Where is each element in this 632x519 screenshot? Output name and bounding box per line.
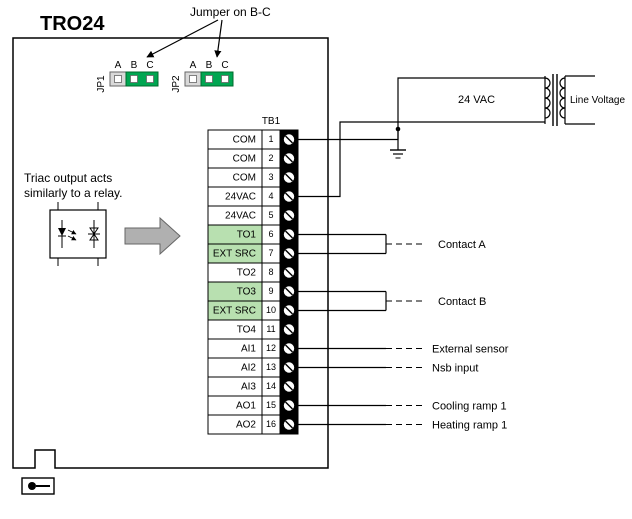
- tb-num: 5: [268, 210, 273, 220]
- tb-num: 12: [266, 343, 276, 353]
- tb-label: COM: [233, 154, 256, 165]
- board-title: TRO24: [40, 13, 105, 35]
- jp2-pin-inner: [222, 76, 229, 83]
- jp2-pin-inner: [190, 76, 197, 83]
- tb-label: EXT SRC: [213, 249, 256, 260]
- tb-num: 3: [268, 172, 273, 182]
- tb-num: 7: [268, 248, 273, 258]
- jp1-pin-label: C: [146, 60, 153, 71]
- tb-header: TB1: [262, 116, 281, 127]
- label-line-voltage: Line Voltage: [570, 95, 625, 106]
- arrow-big: [125, 218, 180, 254]
- triac-symbol: [50, 202, 106, 266]
- wire-24vac: [298, 122, 545, 197]
- wire-desc: Cooling ramp 1: [432, 401, 507, 413]
- triac-note-2: similarly to a relay.: [24, 186, 122, 200]
- tb-label: AI3: [241, 382, 256, 393]
- wire-desc: External sensor: [432, 344, 509, 356]
- jp2-pin-inner: [206, 76, 213, 83]
- jp1-label: JP1: [96, 75, 107, 93]
- jp1-pin-inner: [115, 76, 122, 83]
- tb-label: EXT SRC: [213, 306, 256, 317]
- triac-note-1: Triac output acts: [24, 171, 112, 185]
- tb-label: TO2: [237, 268, 257, 279]
- tb-label: COM: [233, 135, 256, 146]
- tb-label: 24VAC: [225, 192, 256, 203]
- wire-desc: Nsb input: [432, 363, 478, 375]
- tb-num: 10: [266, 305, 276, 315]
- tb-label: TO1: [237, 230, 257, 241]
- contact-label: Contact A: [438, 239, 486, 251]
- tb-num: 13: [266, 362, 276, 372]
- tb-label: TO3: [237, 287, 257, 298]
- wire-com: [298, 78, 545, 140]
- wire-desc: Heating ramp 1: [432, 420, 507, 432]
- tb-num: 8: [268, 267, 273, 277]
- label-24vac: 24 VAC: [458, 94, 495, 106]
- jumper-note: Jumper on B-C: [190, 5, 271, 19]
- tb-label: AI1: [241, 344, 256, 355]
- tb-num: 6: [268, 229, 273, 239]
- tb-label: 24VAC: [225, 211, 256, 222]
- jp2-pin-label: A: [190, 60, 197, 71]
- tb-label: AI2: [241, 363, 256, 374]
- tb-num: 4: [268, 191, 273, 201]
- tb-num: 9: [268, 286, 273, 296]
- jp1-pin-label: A: [115, 60, 122, 71]
- contact-label: Contact B: [438, 296, 486, 308]
- jp1-pin-label: B: [131, 60, 138, 71]
- tb-label: TO4: [237, 325, 257, 336]
- tb-num: 11: [266, 324, 275, 334]
- jp1-pin-inner: [131, 76, 138, 83]
- tb-label: COM: [233, 173, 256, 184]
- tb-num: 1: [268, 134, 273, 144]
- tb-num: 2: [268, 153, 273, 163]
- jp1-pin-inner: [147, 76, 154, 83]
- tb-num: 14: [266, 381, 276, 391]
- jp2-pin-label: C: [221, 60, 228, 71]
- tb-label: AO1: [236, 401, 256, 412]
- jp2-label: JP2: [171, 75, 182, 93]
- connector-icon: [22, 478, 54, 494]
- tb-num: 15: [266, 400, 276, 410]
- tb-num: 16: [266, 419, 276, 429]
- jp2-pin-label: B: [206, 60, 213, 71]
- tb-label: AO2: [236, 420, 256, 431]
